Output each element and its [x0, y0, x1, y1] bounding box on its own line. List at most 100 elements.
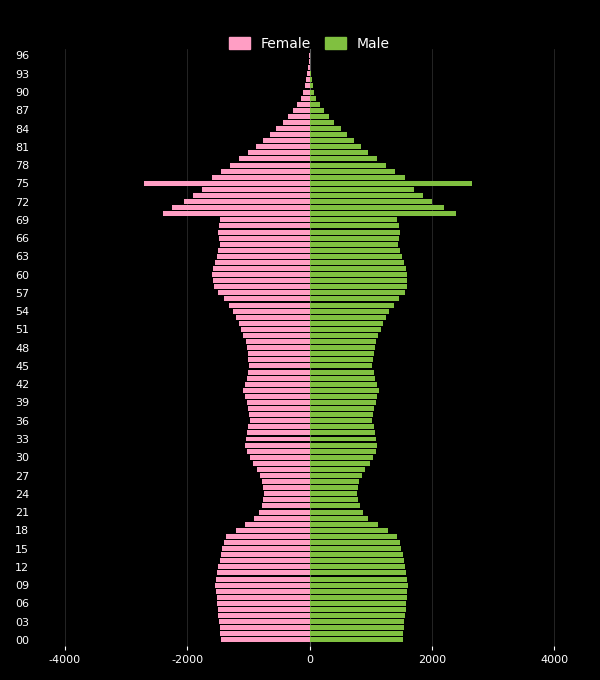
Bar — [193, 193, 310, 198]
Bar — [230, 163, 310, 167]
Bar — [310, 571, 406, 575]
Bar — [220, 218, 310, 222]
Bar — [245, 443, 310, 447]
Bar — [310, 352, 374, 356]
Bar — [310, 509, 363, 515]
Bar — [305, 84, 310, 88]
Bar — [222, 546, 310, 551]
Bar — [310, 218, 397, 222]
Bar — [250, 455, 310, 460]
Bar — [229, 303, 310, 307]
Bar — [239, 156, 310, 161]
Bar — [216, 589, 310, 594]
Bar — [263, 486, 310, 490]
Bar — [310, 534, 397, 539]
Bar — [310, 126, 341, 131]
Bar — [310, 254, 402, 259]
Bar — [310, 84, 313, 88]
Bar — [246, 437, 310, 441]
Bar — [310, 619, 404, 624]
Bar — [310, 473, 362, 478]
Bar — [262, 479, 310, 484]
Bar — [236, 315, 310, 320]
Bar — [248, 424, 310, 429]
Bar — [310, 303, 394, 307]
Bar — [310, 418, 372, 423]
Bar — [310, 114, 329, 119]
Bar — [220, 241, 310, 247]
Bar — [310, 150, 368, 156]
Bar — [254, 515, 310, 521]
Bar — [221, 637, 310, 643]
Bar — [214, 284, 310, 289]
Bar — [310, 169, 395, 173]
Bar — [248, 352, 310, 356]
Bar — [310, 589, 407, 594]
Bar — [293, 107, 310, 113]
Bar — [245, 381, 310, 387]
Bar — [217, 595, 310, 600]
Bar — [310, 358, 373, 362]
Bar — [310, 138, 353, 143]
Bar — [247, 430, 310, 435]
Bar — [245, 394, 310, 399]
Bar — [310, 284, 407, 289]
Bar — [310, 327, 380, 332]
Bar — [310, 430, 375, 435]
Bar — [309, 59, 310, 64]
Bar — [310, 595, 407, 600]
Bar — [216, 577, 310, 581]
Bar — [310, 443, 377, 447]
Bar — [310, 363, 372, 369]
Bar — [236, 528, 310, 533]
Bar — [310, 290, 405, 295]
Bar — [213, 278, 310, 283]
Bar — [310, 546, 401, 551]
Bar — [310, 637, 403, 643]
Bar — [310, 503, 360, 509]
Bar — [248, 358, 310, 362]
Bar — [213, 266, 310, 271]
Bar — [310, 187, 413, 192]
Bar — [310, 144, 361, 150]
Bar — [217, 601, 310, 606]
Legend: Female, Male: Female, Male — [225, 33, 394, 55]
Bar — [310, 461, 370, 466]
Bar — [212, 272, 310, 277]
Bar — [310, 381, 377, 387]
Bar — [233, 309, 310, 313]
Bar — [298, 102, 310, 107]
Bar — [246, 339, 310, 344]
Bar — [310, 601, 406, 606]
Bar — [310, 625, 404, 630]
Bar — [304, 90, 310, 95]
Bar — [310, 613, 405, 618]
Bar — [249, 363, 310, 369]
Bar — [310, 607, 406, 612]
Bar — [310, 235, 399, 241]
Bar — [310, 540, 400, 545]
Bar — [247, 449, 310, 454]
Bar — [310, 437, 376, 441]
Bar — [310, 181, 472, 186]
Bar — [219, 224, 310, 228]
Bar — [310, 424, 374, 429]
Bar — [310, 455, 373, 460]
Bar — [310, 479, 359, 484]
Bar — [263, 497, 310, 503]
Bar — [244, 333, 310, 338]
Bar — [226, 534, 310, 539]
Bar — [224, 540, 310, 545]
Bar — [260, 473, 310, 478]
Bar — [217, 571, 310, 575]
Bar — [310, 333, 378, 338]
Bar — [287, 114, 310, 119]
Bar — [163, 211, 310, 216]
Bar — [310, 224, 399, 228]
Bar — [310, 564, 405, 569]
Bar — [248, 406, 310, 411]
Bar — [310, 583, 408, 588]
Bar — [218, 613, 310, 618]
Bar — [310, 321, 383, 326]
Bar — [310, 230, 400, 235]
